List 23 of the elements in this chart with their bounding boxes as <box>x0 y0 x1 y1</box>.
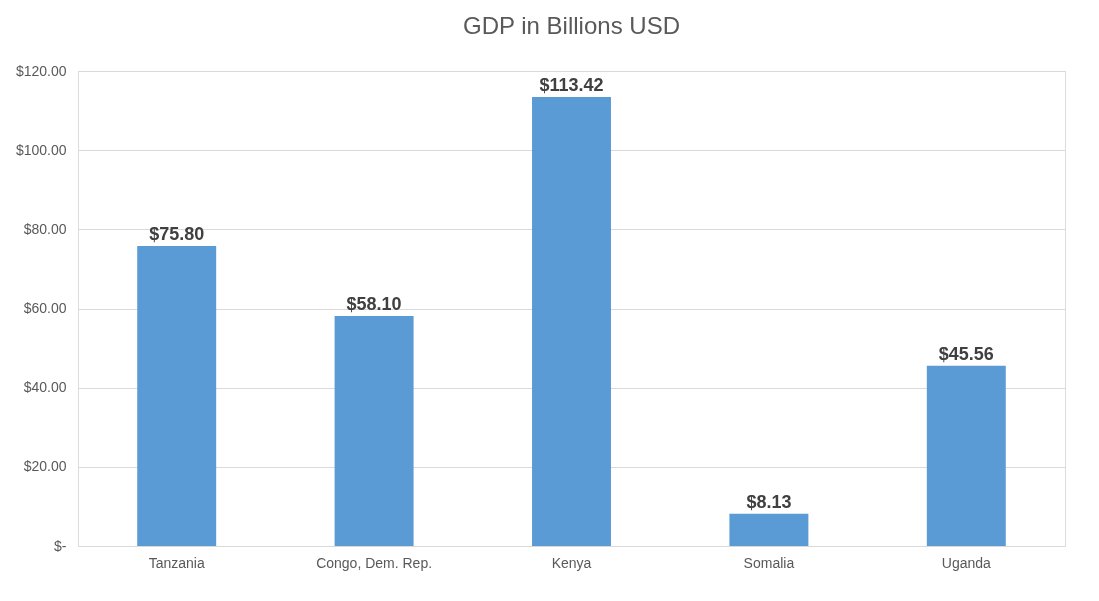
x-tick-label: Tanzania <box>148 554 205 571</box>
x-tick-label: Kenya <box>551 554 592 571</box>
y-tick-label: $120.00 <box>15 62 67 79</box>
data-label: $75.80 <box>149 223 205 244</box>
data-label: $113.42 <box>539 75 604 96</box>
data-label: $58.10 <box>346 294 402 315</box>
y-tick-label: $100.00 <box>15 141 67 158</box>
y-tick-label: $60.00 <box>23 300 67 316</box>
x-tick-label: Congo, Dem. Rep. <box>316 554 433 571</box>
y-tick-label: $20.00 <box>23 458 67 475</box>
bar <box>334 316 414 546</box>
data-label: $8.13 <box>746 491 792 512</box>
bar <box>729 513 809 546</box>
bar <box>532 97 611 546</box>
bar <box>137 245 217 546</box>
bar <box>926 365 1006 546</box>
y-tick-label: $- <box>54 537 67 554</box>
data-label: $45.56 <box>938 343 994 364</box>
y-tick-label: $80.00 <box>23 220 67 237</box>
y-tick-label: $40.00 <box>23 379 67 396</box>
x-tick-label: Somalia <box>743 554 795 571</box>
chart-title: GDP in Billions USD <box>463 12 680 39</box>
x-tick-label: Uganda <box>941 554 992 571</box>
